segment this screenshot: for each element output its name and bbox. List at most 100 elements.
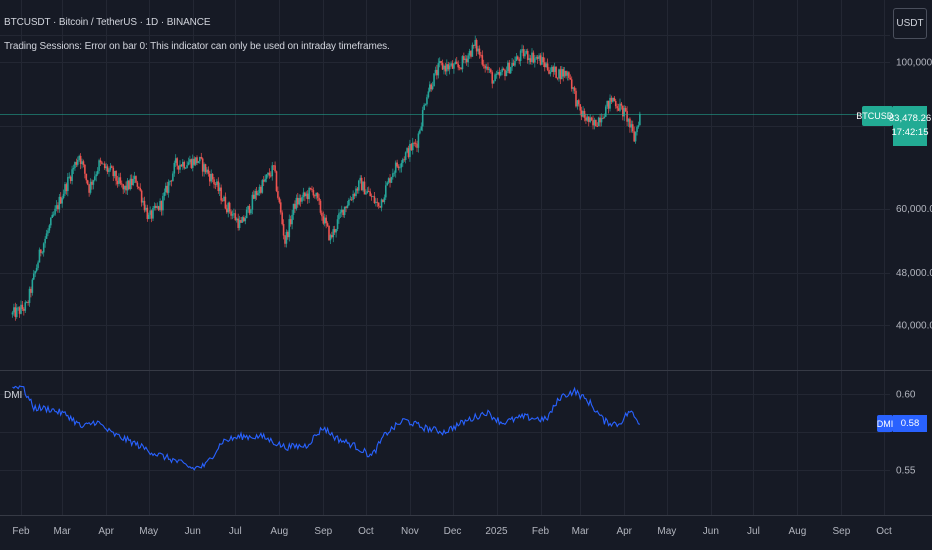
candle bbox=[237, 213, 239, 231]
candle bbox=[538, 53, 540, 62]
price-axis[interactable]: 100,000.00 60,000.00 48,000.00 40,000.00 bbox=[896, 58, 932, 332]
candle bbox=[118, 173, 120, 187]
candle bbox=[514, 56, 516, 68]
indicator-axis[interactable]: 0.60 0.55 bbox=[896, 390, 916, 477]
candle bbox=[130, 174, 133, 190]
candle bbox=[534, 54, 536, 68]
candle bbox=[511, 58, 513, 71]
candle bbox=[543, 57, 546, 72]
candle bbox=[325, 214, 327, 229]
candle bbox=[563, 66, 566, 79]
candle bbox=[176, 157, 178, 170]
candle bbox=[243, 215, 245, 222]
candle bbox=[184, 166, 187, 169]
candle bbox=[142, 197, 144, 206]
candle bbox=[626, 106, 628, 127]
time-axis-label: Jul bbox=[747, 526, 760, 537]
price-axis-label: 40,000.00 bbox=[896, 321, 932, 332]
candle bbox=[444, 62, 447, 75]
price-axis-label: 100,000.00 bbox=[896, 58, 932, 69]
candle bbox=[619, 98, 621, 113]
candle bbox=[349, 195, 352, 201]
candle bbox=[411, 137, 414, 155]
candle bbox=[463, 52, 465, 64]
time-axis-label: Feb bbox=[12, 526, 30, 537]
candle bbox=[430, 83, 433, 92]
candle bbox=[311, 185, 313, 193]
candle bbox=[285, 229, 288, 248]
candle bbox=[200, 152, 203, 160]
candle bbox=[194, 157, 197, 167]
candle bbox=[214, 182, 217, 190]
candle bbox=[309, 187, 312, 191]
candle bbox=[461, 55, 464, 73]
candle bbox=[156, 202, 159, 210]
candle bbox=[420, 122, 423, 131]
candle bbox=[521, 44, 523, 53]
candle bbox=[257, 189, 259, 197]
candle bbox=[348, 197, 350, 207]
candle bbox=[455, 56, 458, 65]
candle bbox=[593, 117, 596, 130]
candle bbox=[255, 186, 258, 200]
candle bbox=[485, 63, 488, 71]
candle bbox=[230, 209, 232, 220]
candle bbox=[553, 62, 556, 75]
candle bbox=[140, 189, 143, 207]
candle bbox=[421, 106, 424, 132]
candle bbox=[115, 170, 117, 186]
candle bbox=[556, 77, 559, 81]
candle bbox=[457, 60, 459, 71]
candle bbox=[294, 200, 296, 213]
candle bbox=[569, 74, 572, 80]
candle bbox=[599, 113, 601, 127]
candle bbox=[536, 55, 539, 64]
candle bbox=[150, 209, 153, 223]
candle bbox=[383, 194, 386, 205]
candle bbox=[314, 194, 316, 199]
indicator-legend[interactable]: DMI bbox=[4, 390, 23, 401]
candle bbox=[447, 61, 450, 72]
candle bbox=[37, 260, 39, 271]
candle bbox=[235, 217, 238, 223]
candle bbox=[54, 205, 56, 217]
candle bbox=[32, 269, 35, 281]
candle bbox=[616, 103, 618, 112]
candle bbox=[62, 189, 65, 200]
candle bbox=[475, 38, 478, 56]
candle bbox=[328, 225, 330, 241]
candle bbox=[15, 303, 18, 319]
candle bbox=[630, 120, 633, 133]
candle bbox=[633, 126, 635, 142]
price-axis-label: 48,000.00 bbox=[896, 268, 932, 279]
candle bbox=[396, 159, 398, 168]
candle bbox=[220, 184, 222, 205]
candle bbox=[109, 163, 112, 172]
candle bbox=[302, 187, 305, 201]
candle bbox=[384, 181, 387, 200]
candle bbox=[128, 180, 130, 191]
candle bbox=[13, 303, 15, 316]
candle bbox=[636, 125, 638, 136]
candle bbox=[570, 76, 573, 92]
currency-button[interactable]: USDT bbox=[893, 8, 927, 39]
candle bbox=[250, 208, 252, 216]
candle bbox=[163, 188, 166, 201]
candle bbox=[84, 164, 86, 179]
candle bbox=[244, 215, 247, 225]
candle bbox=[335, 228, 337, 238]
candle bbox=[207, 166, 210, 177]
chart-title[interactable]: BTCUSDT · Bitcoin / TetherUS · 1D · BINA… bbox=[4, 17, 211, 28]
candle bbox=[488, 67, 491, 74]
candle bbox=[146, 204, 149, 222]
candle bbox=[52, 211, 55, 217]
candle bbox=[562, 67, 565, 82]
candle bbox=[419, 128, 421, 135]
indicator-value-tag: 0.58 bbox=[893, 415, 927, 432]
candle bbox=[622, 105, 624, 121]
candle bbox=[417, 131, 420, 153]
candle bbox=[522, 45, 525, 59]
time-axis[interactable]: Feb Mar Apr May Jun Jul Aug Sep Oct Nov Dec 2025 Feb… bbox=[12, 526, 892, 537]
